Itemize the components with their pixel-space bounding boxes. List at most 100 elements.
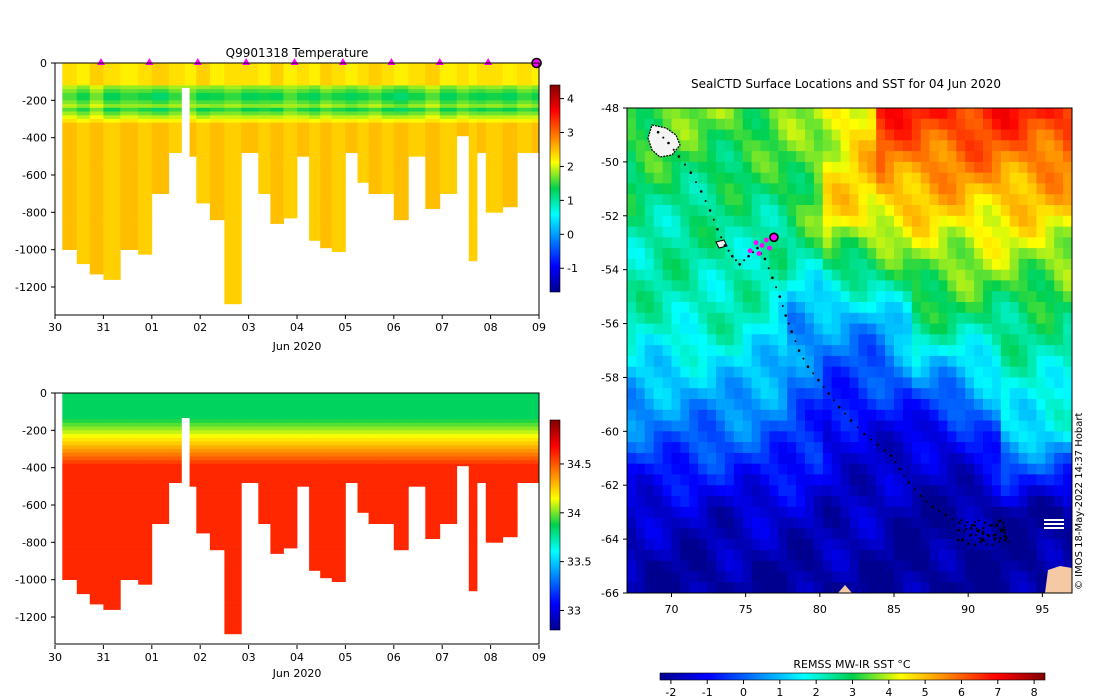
sst-cell: [751, 312, 761, 325]
sst-cell: [983, 463, 993, 475]
depth-cell: [357, 96, 369, 101]
sst-cell: [698, 442, 708, 454]
sst-cell: [938, 474, 948, 486]
depth-cell: [297, 148, 310, 153]
depth-cell: [151, 449, 170, 454]
depth-cell: [89, 260, 104, 265]
depth-cell: [502, 96, 518, 101]
sst-cell: [796, 442, 806, 454]
depth-cell: [196, 104, 211, 109]
y-tick-label: -1200: [15, 611, 47, 624]
sst-cell: [733, 517, 744, 529]
depth-cell: [517, 400, 533, 405]
sst-cell: [760, 409, 770, 422]
depth-cell: [320, 396, 333, 401]
depth-cell: [184, 411, 197, 416]
sst-cell: [983, 496, 993, 508]
depth-cell: [393, 204, 409, 209]
depth-cell: [381, 501, 395, 506]
sst-cell: [760, 528, 770, 540]
depth-cell: [184, 126, 197, 131]
depth-cell: [425, 201, 441, 206]
sst-cell: [733, 409, 744, 422]
depth-cell: [76, 460, 91, 465]
depth-cell: [331, 160, 346, 165]
sst-cell: [956, 463, 966, 475]
depth-cell: [62, 572, 78, 577]
depth-cell: [320, 527, 333, 532]
sst-cell: [813, 108, 824, 120]
depth-cell: [138, 426, 153, 431]
depth-cell: [502, 152, 518, 157]
depth-cell: [62, 130, 78, 135]
depth-cell: [120, 471, 139, 476]
depth-cell: [345, 430, 358, 435]
sst-cell: [956, 258, 966, 271]
depth-cell: [209, 471, 225, 476]
depth-cell: [184, 100, 197, 105]
sst-cell: [938, 496, 948, 508]
sst-cell: [1000, 409, 1011, 422]
depth-cell: [297, 441, 310, 446]
sst-cell: [1045, 539, 1055, 551]
depth-cell: [89, 583, 104, 588]
depth-cell: [485, 189, 504, 194]
sst-cell: [983, 528, 993, 540]
depth-cell: [393, 96, 409, 101]
depth-cell: [209, 141, 225, 146]
sst-cell: [769, 431, 779, 443]
sst-cell: [716, 215, 726, 228]
sst-cell: [742, 280, 753, 292]
sst-cell: [929, 312, 939, 325]
depth-cell: [151, 175, 170, 180]
depth-cell: [138, 156, 153, 161]
depth-cell: [517, 100, 533, 105]
sst-cell: [733, 205, 744, 217]
sst-cell: [716, 161, 726, 174]
sst-cell: [965, 496, 975, 508]
depth-cell: [297, 407, 310, 412]
depth-cell: [381, 460, 395, 465]
sst-cell: [805, 215, 815, 228]
depth-cell: [168, 107, 186, 112]
depth-cell: [224, 287, 242, 292]
sst-cell: [956, 118, 966, 131]
depth-cell: [224, 505, 242, 510]
sst-cell: [698, 215, 708, 228]
depth-cell: [331, 238, 346, 243]
sst-cell: [805, 226, 815, 238]
sst-cell: [1063, 183, 1072, 195]
sst-cell: [698, 194, 708, 206]
depth-cell: [456, 70, 470, 75]
depth-cell: [224, 542, 242, 547]
depth-cell: [381, 178, 395, 183]
sst-cell: [796, 388, 806, 400]
depth-cell: [241, 63, 259, 68]
depth-cell: [120, 231, 139, 236]
sst-cell: [671, 129, 681, 141]
sst-cell: [813, 496, 824, 508]
depth-cell: [368, 493, 383, 498]
sst-cell: [858, 312, 868, 325]
sst-cell: [689, 431, 699, 443]
depth-cell: [184, 482, 197, 487]
depth-cell: [381, 505, 395, 510]
depth-cell: [89, 508, 104, 513]
depth-cell: [62, 160, 78, 165]
depth-cell: [224, 163, 242, 168]
depth-cell: [468, 490, 478, 495]
depth-cell: [241, 449, 259, 454]
depth-cell: [320, 430, 333, 435]
depth-cell: [393, 467, 409, 472]
depth-cell: [331, 508, 346, 513]
depth-cell: [468, 186, 478, 191]
profile-column: [345, 63, 358, 153]
depth-cell: [270, 426, 284, 431]
depth-cell: [309, 171, 321, 176]
depth-cell: [517, 74, 533, 79]
depth-cell: [258, 81, 271, 86]
sst-cell: [831, 431, 842, 443]
sst-cell: [1045, 151, 1055, 163]
depth-cell: [309, 445, 321, 450]
depth-cell: [120, 182, 139, 187]
